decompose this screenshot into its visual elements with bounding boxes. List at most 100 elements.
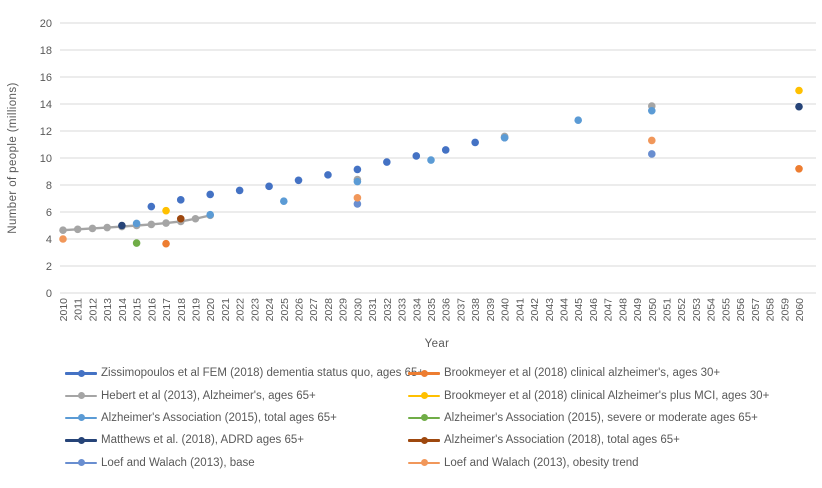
y-axis-tick-label: 2 bbox=[46, 261, 52, 273]
data-point bbox=[118, 221, 126, 230]
plot-area: 0 2 4 6 8 10 12 14 16 18 20 2010 2011 2012 2013 2014 201… bbox=[7, 18, 816, 350]
legend-marker-dot bbox=[77, 392, 85, 400]
legend-label: Hebert et al (2013), Alzheimer's, ages 6… bbox=[101, 389, 316, 402]
x-axis-tick-label: 2026 bbox=[294, 298, 306, 322]
legend-label: Zissimopoulos et al FEM (2018) dementia … bbox=[101, 367, 425, 380]
data-point bbox=[441, 146, 450, 154]
data-point bbox=[648, 106, 656, 115]
x-axis-tick-label: 2028 bbox=[323, 298, 335, 322]
x-axis-tick-label: 2011 bbox=[73, 298, 85, 321]
data-point bbox=[73, 225, 82, 234]
x-axis-tick-label: 2053 bbox=[691, 298, 703, 322]
y-axis-tick-label: 6 bbox=[46, 207, 52, 219]
legend-marker-dot bbox=[420, 369, 428, 377]
legend-item: Brookmeyer et al (2018) clinical alzheim… bbox=[408, 362, 769, 384]
y-axis-tick-label: 4 bbox=[46, 234, 52, 246]
data-point bbox=[471, 138, 479, 147]
data-point bbox=[206, 210, 214, 219]
legend-label: Loef and Walach (2013), base bbox=[101, 456, 255, 469]
legend-marker-dot bbox=[77, 369, 85, 377]
data-point bbox=[147, 220, 156, 229]
x-axis-tick-label: 2027 bbox=[308, 298, 320, 322]
legend-item: Hebert et al (2013), Alzheimer's, ages 6… bbox=[65, 384, 424, 406]
data-point bbox=[176, 196, 185, 204]
legend-marker-dot bbox=[420, 436, 428, 444]
data-point bbox=[59, 226, 67, 235]
x-axis-tick-label: 2060 bbox=[794, 298, 806, 322]
data-point bbox=[176, 214, 185, 223]
x-axis-tick-label: 2025 bbox=[279, 298, 291, 322]
y-axis-tick-label: 12 bbox=[40, 126, 52, 138]
x-axis-tick-label: 2023 bbox=[249, 298, 261, 322]
data-point bbox=[500, 133, 509, 142]
x-axis-tick-label: 2015 bbox=[132, 298, 144, 322]
legend-label: Alzheimer's Association (2015), severe o… bbox=[444, 411, 758, 424]
x-axis-tick-label: 2018 bbox=[176, 298, 188, 322]
data-point bbox=[795, 165, 803, 173]
y-axis-tick-label: 20 bbox=[40, 18, 52, 30]
legend-item: Brookmeyer et al (2018) clinical Alzheim… bbox=[408, 384, 769, 406]
y-axis-tick-label: 8 bbox=[46, 180, 52, 192]
legend-label: Alzheimer's Association (2015), total ag… bbox=[101, 411, 337, 424]
y-axis-tick-label: 18 bbox=[40, 45, 52, 57]
x-axis-tick-label: 2058 bbox=[765, 298, 777, 322]
x-axis-tick-label: 2034 bbox=[411, 298, 423, 322]
x-axis-tick-label: 2054 bbox=[706, 298, 718, 322]
legend-marker-dot bbox=[420, 414, 428, 422]
x-axis-tick-label: 2039 bbox=[485, 298, 497, 322]
x-axis-tick-label: 2035 bbox=[426, 298, 438, 322]
legend-marker-icon bbox=[408, 459, 440, 467]
data-point bbox=[383, 158, 391, 166]
legend-column-left: Zissimopoulos et al FEM (2018) dementia … bbox=[65, 362, 424, 474]
legend-marker-icon bbox=[65, 414, 97, 422]
x-axis-tick-label: 2014 bbox=[117, 298, 129, 322]
y-axis-tick-label: 0 bbox=[46, 288, 52, 300]
x-axis-tick-label: 2036 bbox=[441, 298, 453, 322]
data-point bbox=[280, 197, 288, 205]
x-axis-tick-label: 2031 bbox=[367, 298, 379, 322]
legend-item: Alzheimer's Association (2018), total ag… bbox=[408, 429, 769, 451]
x-axis-tick-label: 2030 bbox=[352, 298, 364, 322]
chart-legend: Zissimopoulos et al FEM (2018) dementia … bbox=[0, 362, 822, 482]
x-axis-tick-label: 2032 bbox=[382, 298, 394, 322]
x-axis-tick-label: 2021 bbox=[220, 298, 232, 322]
legend-column-right: Brookmeyer et al (2018) clinical alzheim… bbox=[408, 362, 769, 474]
legend-marker-icon bbox=[65, 392, 97, 400]
data-point bbox=[235, 186, 244, 195]
legend-marker-dot bbox=[77, 459, 85, 467]
legend-label: Brookmeyer et al (2018) clinical alzheim… bbox=[444, 367, 721, 380]
x-axis-tick-label: 2059 bbox=[779, 298, 791, 322]
data-point bbox=[648, 136, 656, 145]
data-point bbox=[162, 219, 170, 227]
x-axis-tick-label: 2043 bbox=[544, 298, 556, 322]
data-point bbox=[795, 86, 803, 95]
data-point bbox=[294, 176, 303, 185]
x-axis-tick-label: 2049 bbox=[632, 298, 644, 322]
y-axis-tick-label: 14 bbox=[40, 99, 52, 111]
data-point bbox=[162, 239, 170, 248]
x-axis-tick-label: 2051 bbox=[662, 298, 674, 322]
legend-marker-icon bbox=[408, 369, 440, 377]
legend-item: Zissimopoulos et al FEM (2018) dementia … bbox=[65, 362, 424, 384]
data-point bbox=[412, 152, 421, 160]
legend-marker-dot bbox=[420, 459, 428, 467]
data-point bbox=[574, 116, 582, 124]
legend-marker-dot bbox=[420, 392, 428, 400]
legend-marker-icon bbox=[408, 414, 440, 422]
data-point bbox=[353, 194, 362, 202]
legend-item: Loef and Walach (2013), obesity trend bbox=[408, 452, 769, 474]
data-point bbox=[132, 239, 141, 247]
legend-label: Brookmeyer et al (2018) clinical Alzheim… bbox=[444, 389, 770, 402]
x-axis-tick-label: 2033 bbox=[397, 298, 409, 322]
data-point bbox=[427, 156, 435, 164]
legend-label: Alzheimer's Association (2018), total ag… bbox=[444, 434, 680, 447]
x-axis-tick-label: 2040 bbox=[500, 298, 512, 322]
data-point bbox=[191, 214, 200, 223]
x-axis-tick-label: 2024 bbox=[264, 298, 276, 322]
data-point bbox=[648, 150, 656, 158]
x-axis-tick-label: 2045 bbox=[573, 298, 585, 322]
data-point bbox=[59, 235, 67, 243]
x-axis-tick-label: 2046 bbox=[588, 298, 600, 322]
